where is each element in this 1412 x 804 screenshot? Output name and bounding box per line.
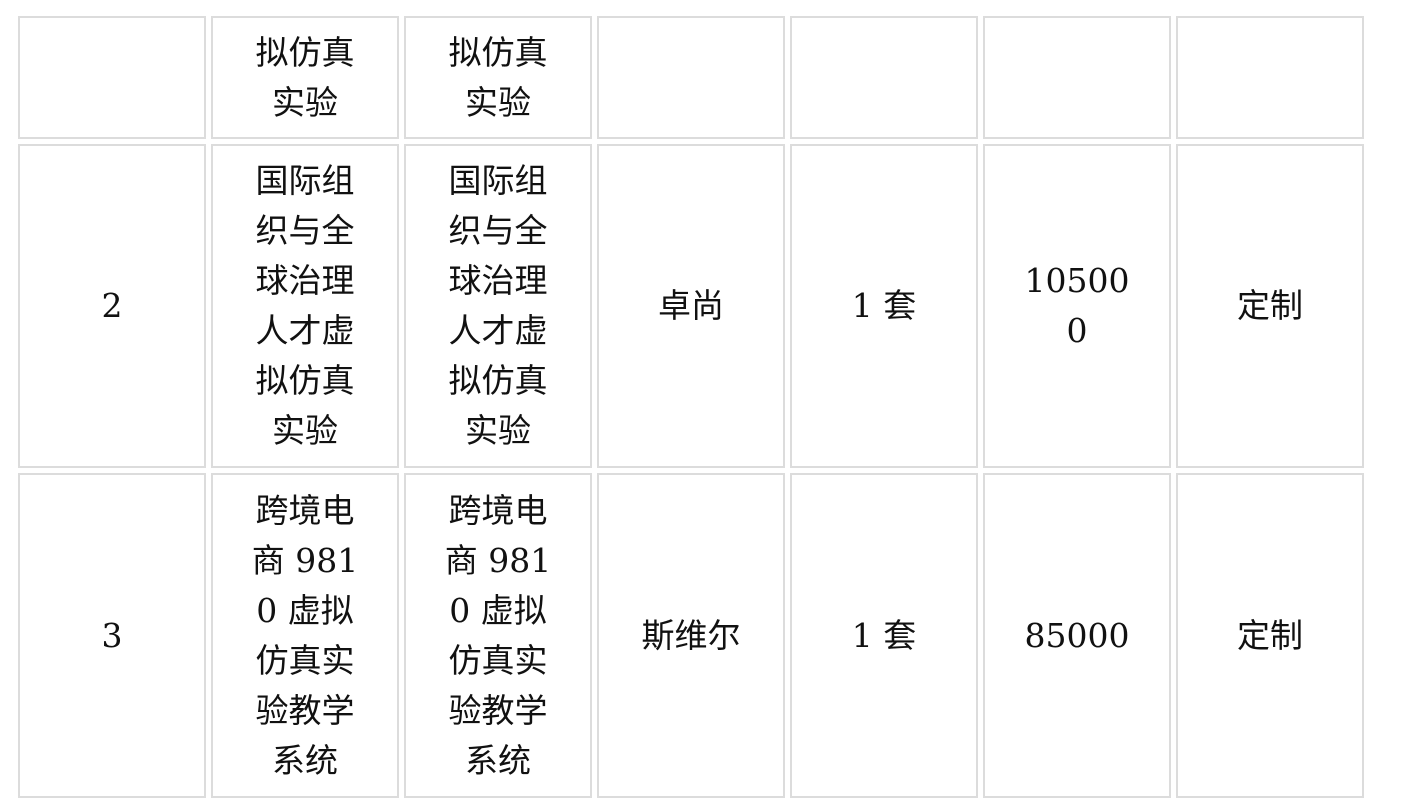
cell-no: 2	[18, 144, 206, 468]
cell-spec: 国际组织与全球治理人才虚拟仿真实验	[404, 144, 592, 468]
cell-note: 定制	[1176, 473, 1364, 798]
table-row: 2 国际组织与全球治理人才虚拟仿真实验 国际组织与全球治理人才虚拟仿真实验 卓尚…	[18, 144, 1364, 468]
cell-price	[983, 16, 1171, 139]
table-row: 3 跨境电商 9810 虚拟仿真实验教学系统 跨境电商 9810 虚拟仿真实验教…	[18, 473, 1364, 798]
cell-price: 105000	[983, 144, 1171, 468]
cell-spec: 跨境电商 9810 虚拟仿真实验教学系统	[404, 473, 592, 798]
cell-qty: 1 套	[790, 473, 978, 798]
cell-spec: 拟仿真实验	[404, 16, 592, 139]
cell-note	[1176, 16, 1364, 139]
table-row: 拟仿真实验 拟仿真实验	[18, 16, 1364, 139]
procurement-table: 拟仿真实验 拟仿真实验 2 国际组织与全球治理人才虚拟仿真实验 国际组织与全球治…	[13, 11, 1369, 803]
cell-name: 国际组织与全球治理人才虚拟仿真实验	[211, 144, 399, 468]
cell-note: 定制	[1176, 144, 1364, 468]
cell-brand: 卓尚	[597, 144, 785, 468]
cell-brand: 斯维尔	[597, 473, 785, 798]
cell-brand	[597, 16, 785, 139]
cell-no: 3	[18, 473, 206, 798]
cell-price: 85000	[983, 473, 1171, 798]
cell-name: 跨境电商 9810 虚拟仿真实验教学系统	[211, 473, 399, 798]
cell-qty	[790, 16, 978, 139]
cell-qty: 1 套	[790, 144, 978, 468]
cell-name: 拟仿真实验	[211, 16, 399, 139]
cell-no	[18, 16, 206, 139]
